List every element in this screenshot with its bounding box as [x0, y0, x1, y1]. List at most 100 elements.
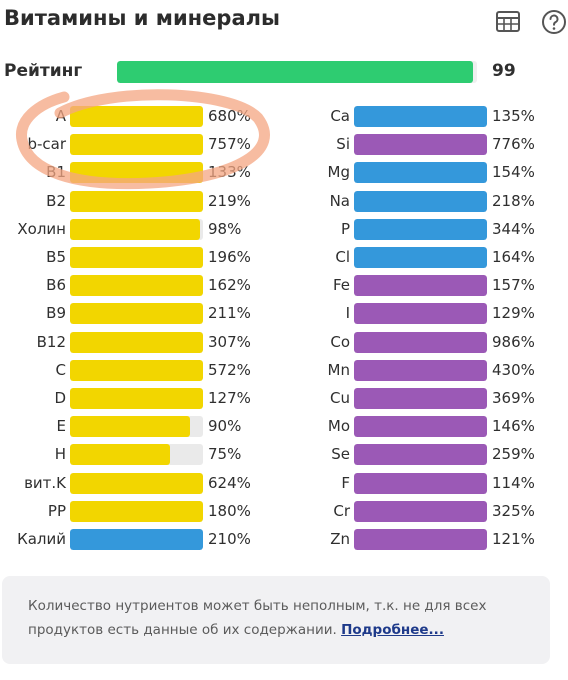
nutrient-bar-fill — [354, 331, 487, 353]
nutrient-row: H 75% — [0, 443, 568, 466]
nutrient-label: вит.K — [24, 473, 66, 492]
nutrient-bar-fill — [354, 500, 487, 522]
nutrient-bar-fill — [70, 529, 203, 550]
nutrient-row: C 572% — [0, 359, 568, 381]
nutrient-bar-fill — [70, 388, 203, 409]
nutrient-row: Se 259% — [0, 443, 568, 466]
nutrient-row: B5 196% — [0, 246, 568, 268]
nutrient-row: PP 180% — [0, 500, 568, 522]
nutrient-row: Mo 146% — [0, 415, 568, 438]
nutrient-row: P 344% — [0, 218, 568, 240]
nutrient-bar-fill — [354, 190, 487, 212]
nutrient-value: 325% — [492, 501, 535, 520]
nutrient-label: Na — [329, 191, 350, 210]
nutrient-bar-fill — [354, 388, 487, 409]
nutrient-bar — [354, 529, 487, 550]
nutrient-bar-fill — [70, 416, 190, 438]
nutrient-label: Mg — [327, 163, 350, 182]
nutrient-value: 154% — [492, 163, 535, 182]
nutrient-bar — [354, 359, 487, 381]
nutrient-bar — [70, 190, 203, 212]
nutrient-label: B12 — [36, 332, 66, 351]
nutrient-value: 135% — [492, 107, 535, 125]
info-note: Количество нутриентов может быть неполны… — [2, 576, 550, 664]
nutrient-row: Co 986% — [0, 331, 568, 353]
rating-value: 99 — [492, 61, 516, 81]
nutrient-label: Mo — [327, 417, 350, 436]
nutrient-bar-fill — [354, 472, 487, 494]
nutrient-label: Калий — [17, 530, 66, 548]
nutrient-value: 572% — [208, 360, 251, 379]
nutrient-label: B9 — [46, 304, 66, 323]
nutrient-value: 127% — [208, 389, 251, 407]
nutrient-label: Холин — [17, 219, 66, 238]
page-title: Витамины и минералы — [4, 6, 280, 30]
nutrient-bar-fill — [354, 162, 487, 184]
nutrient-label: B5 — [46, 248, 66, 266]
nutrient-bar-fill — [70, 275, 203, 297]
nutrient-value: 162% — [208, 276, 251, 295]
help-icon[interactable] — [540, 8, 568, 36]
nutrient-value: 211% — [208, 304, 251, 323]
nutrient-bar-fill — [70, 218, 201, 240]
nutrient-bar — [70, 500, 203, 522]
nutrient-value: 196% — [208, 248, 251, 266]
nutrient-bar-fill — [70, 331, 203, 353]
nutrient-label: Cr — [333, 501, 350, 520]
nutrient-bar-fill — [70, 247, 203, 268]
nutrient-value: 624% — [208, 473, 251, 492]
nutrient-bar-fill — [70, 359, 203, 381]
nutrient-label: H — [54, 445, 66, 464]
nutrient-value: 218% — [492, 191, 535, 210]
nutrient-bar — [70, 416, 203, 438]
nutrient-label: Co — [330, 332, 350, 351]
nutrient-label: Se — [331, 445, 350, 464]
nutrient-bar-fill — [354, 134, 487, 156]
nutrient-value: 98% — [208, 219, 242, 238]
nutrient-bar — [354, 247, 487, 268]
nutrient-bar — [70, 444, 203, 466]
nutrient-label: E — [56, 417, 66, 436]
nutrient-bar — [70, 359, 203, 381]
nutrient-value: 129% — [492, 304, 535, 323]
rating-label: Рейтинг — [4, 61, 83, 81]
nutrient-value: 369% — [492, 389, 535, 407]
nutrient-row: B2 219% — [0, 190, 568, 212]
nutrient-bar — [70, 275, 203, 297]
table-icon[interactable] — [494, 8, 522, 36]
nutrient-row: I 129% — [0, 302, 568, 325]
nutrient-label: Zn — [330, 530, 350, 548]
nutrient-bar — [354, 106, 487, 127]
nutrient-row: B9 211% — [0, 302, 568, 325]
nutrient-row: Cr 325% — [0, 500, 568, 522]
nutrient-bar — [354, 444, 487, 466]
nutrient-bar — [354, 190, 487, 212]
rating-bar — [117, 61, 477, 83]
nutrient-value: 164% — [492, 248, 535, 266]
nutrient-bar — [354, 218, 487, 240]
nutrient-label: Cl — [335, 248, 350, 266]
nutrient-label: I — [345, 304, 350, 323]
nutrient-bar — [70, 247, 203, 268]
nutrient-row: Si 776% — [0, 133, 568, 156]
nutrient-bar — [354, 472, 487, 494]
nutrient-bar-fill — [70, 303, 203, 325]
nutrient-row: Fe 157% — [0, 274, 568, 297]
nutrient-bar — [354, 500, 487, 522]
rating-bar-fill — [117, 61, 474, 83]
nutrient-row: Cl 164% — [0, 246, 568, 268]
nutrient-bar — [354, 331, 487, 353]
nutrient-value: 157% — [492, 276, 535, 295]
nutrient-row: E 90% — [0, 415, 568, 438]
nutrient-value: 75% — [208, 445, 242, 464]
nutrient-bar-fill — [70, 190, 203, 212]
nutrient-value: 986% — [492, 332, 535, 351]
nutrient-value: 219% — [208, 191, 251, 210]
nutrient-label: Si — [336, 135, 350, 154]
nutrient-row: Калий 210% — [0, 528, 568, 550]
nutrient-value: 259% — [492, 445, 535, 464]
nutrient-value: 344% — [492, 219, 535, 238]
nutrient-value: 307% — [208, 332, 251, 351]
more-link[interactable]: Подробнее... — [341, 622, 444, 638]
nutrient-bar-fill — [354, 275, 487, 297]
